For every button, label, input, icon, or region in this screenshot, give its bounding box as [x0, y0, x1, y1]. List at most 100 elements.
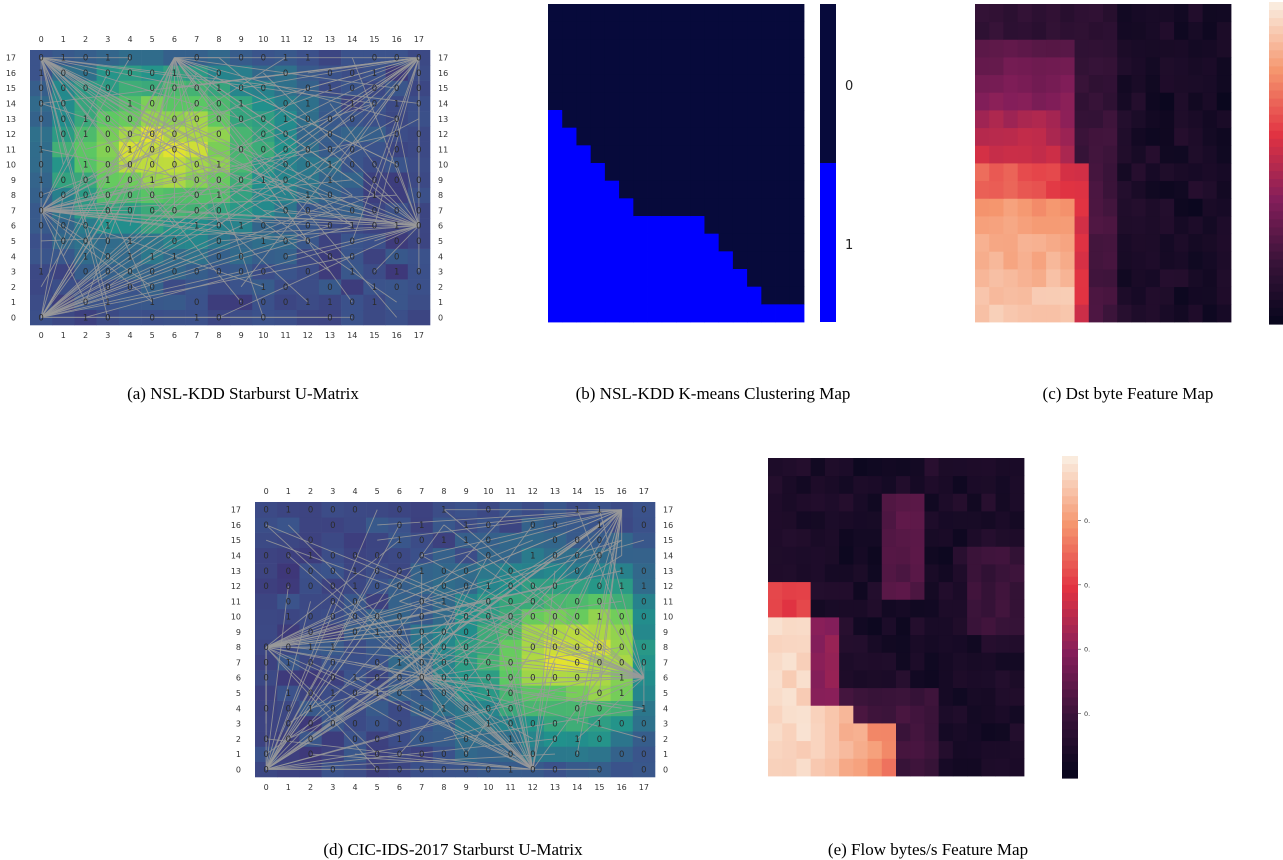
heatmap-cell	[1159, 57, 1175, 76]
cell-label: 0	[397, 750, 402, 760]
heatmap-cell	[321, 731, 345, 747]
y-tick-label-right: 3	[438, 268, 443, 277]
heatmap-cell	[910, 705, 925, 724]
heatmap-cell	[839, 758, 854, 777]
heatmap-cell	[768, 740, 783, 759]
cluster-cell	[704, 74, 720, 93]
cell-label: 0	[308, 567, 313, 577]
starburst-line	[421, 677, 467, 755]
heatmap-cell	[975, 4, 990, 23]
cluster-cell	[548, 233, 563, 252]
heatmap-cell	[1159, 110, 1175, 129]
cluster-cell	[661, 110, 677, 129]
heatmap-cell	[768, 475, 783, 494]
cell-label: 0	[394, 115, 399, 125]
cell-label: 0	[486, 551, 491, 561]
heatmap-cell	[410, 517, 434, 533]
heatmap-cell	[632, 715, 656, 732]
cluster-cell	[576, 21, 592, 40]
heatmap-cell	[1202, 180, 1218, 199]
cell-label: 1	[127, 99, 132, 109]
cell-label: 1	[597, 613, 602, 623]
colorbar-segment	[1062, 544, 1078, 554]
cell-label: 0	[641, 521, 646, 531]
heatmap-cell	[1017, 269, 1033, 288]
x-tick-label-top: 5	[150, 35, 155, 44]
cell-label: 0	[216, 206, 221, 216]
colorbar-segment	[1269, 299, 1283, 309]
y-tick-label-right: 11	[438, 145, 448, 154]
cluster-cell	[562, 198, 577, 217]
heatmap-cell	[96, 126, 120, 142]
starburst-line	[265, 539, 533, 648]
heatmap-cell	[881, 564, 897, 583]
cell-label: 0	[463, 628, 468, 638]
caption-a: (a) NSL-KDD Starburst U-Matrix	[127, 384, 359, 403]
cluster-cell	[647, 21, 663, 40]
heatmap-cell	[975, 233, 990, 252]
cell-label: 0	[375, 750, 380, 760]
cell-label: 1	[83, 130, 88, 140]
cell-label: 0	[508, 582, 513, 592]
heatmap-cell	[1159, 216, 1175, 235]
starburst-line	[374, 57, 420, 226]
cell-label: 0	[286, 597, 291, 607]
heatmap-cell	[1216, 4, 1232, 23]
cluster-cell	[647, 269, 663, 288]
cell-label: 0	[641, 643, 646, 653]
heatmap-cell	[366, 700, 389, 717]
heatmap-cell	[1060, 145, 1075, 164]
cell-label: 1	[327, 176, 332, 186]
x-tick-label-top: 1	[286, 487, 291, 496]
cluster-cell	[576, 286, 592, 305]
cluster-cell	[732, 269, 748, 288]
cell-label: 1	[372, 283, 377, 293]
heatmap-cell	[839, 493, 854, 512]
cluster-cell	[548, 216, 563, 235]
cell-label: 1	[127, 237, 132, 247]
y-tick-label-right: 1	[438, 298, 443, 307]
heatmap-cell	[1202, 127, 1218, 146]
cell-label: 0	[552, 643, 557, 653]
heatmap-cell	[853, 458, 868, 477]
heatmap-cell	[1046, 110, 1061, 129]
heatmap-cell	[1074, 74, 1090, 93]
x-tick-label-bottom: 11	[280, 331, 290, 340]
cluster-cell	[633, 269, 648, 288]
heatmap-cell	[1145, 57, 1161, 76]
y-tick-label-right: 9	[663, 628, 668, 637]
cluster-cell	[676, 4, 691, 23]
cell-label: 0	[263, 506, 268, 516]
heatmap-cell	[1088, 163, 1104, 182]
heatmap-cell	[385, 309, 409, 326]
x-tick-label-bottom: 5	[150, 331, 155, 340]
cluster-cell	[747, 110, 762, 129]
heatmap-cell	[588, 746, 611, 763]
cell-label: 0	[150, 84, 155, 94]
cell-label: 0	[150, 130, 155, 140]
heatmap-cell	[867, 581, 883, 600]
y-tick-label-left: 5	[236, 689, 241, 698]
cell-label: 0	[394, 176, 399, 186]
heatmap-cell	[881, 634, 897, 653]
cell-label: 1	[394, 268, 399, 278]
heatmap-cell	[1074, 163, 1090, 182]
cell-label: 0	[105, 283, 110, 293]
cell-label: 1	[127, 145, 132, 155]
cell-label: 1	[238, 99, 243, 109]
cell-label: 0	[441, 643, 446, 653]
heatmap-cell	[1131, 39, 1147, 58]
heatmap-cell	[967, 564, 982, 583]
cell-label: 0	[261, 298, 266, 308]
heatmap-cell	[1088, 145, 1104, 164]
cell-label: 0	[286, 735, 291, 745]
heatmap-cell	[989, 304, 1004, 323]
cell-label: 1	[150, 298, 155, 308]
starburst-line	[443, 585, 645, 679]
heatmap-cell	[1216, 180, 1232, 199]
heatmap-cell	[810, 670, 826, 689]
heatmap-cell	[881, 475, 897, 494]
colorbar-segment	[1269, 58, 1283, 67]
heatmap-cell	[896, 546, 911, 565]
cluster-cell	[704, 127, 720, 146]
